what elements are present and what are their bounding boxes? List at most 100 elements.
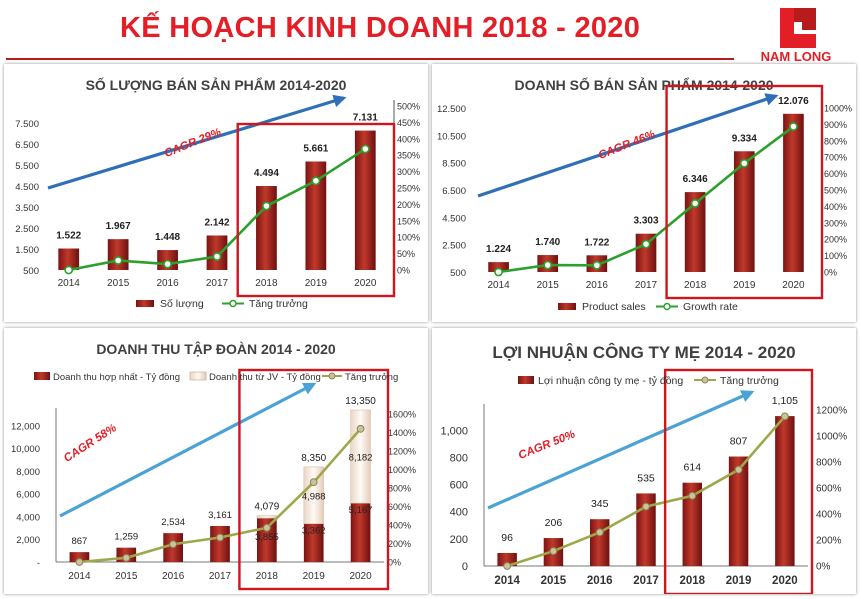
cagr-annotation: CAGR 58% bbox=[62, 422, 119, 465]
left-tick-label: 8.500 bbox=[442, 159, 466, 170]
bar bbox=[684, 192, 706, 272]
growth-point bbox=[122, 553, 131, 562]
legend-line-marker bbox=[328, 372, 336, 380]
left-tick-label: 1,000 bbox=[440, 425, 468, 437]
left-tick-label: 6.500 bbox=[15, 140, 39, 151]
growth-point bbox=[311, 176, 321, 186]
value-label: 9.334 bbox=[732, 133, 757, 144]
growth-point bbox=[169, 540, 178, 549]
growth-point bbox=[163, 259, 172, 269]
right-tick-label: 200% bbox=[397, 200, 420, 210]
growth-point bbox=[595, 528, 604, 537]
jv-value-label: 8,182 bbox=[349, 453, 373, 464]
right-tick-label: 900% bbox=[824, 120, 847, 130]
right-tick-label: 1200% bbox=[816, 406, 847, 417]
value-label: 3,161 bbox=[208, 510, 232, 521]
cagr-annotation: CAGR 29% bbox=[163, 126, 223, 160]
left-tick-label: 2,000 bbox=[16, 535, 40, 546]
chart-group-revenue: DOANH THU TẬP ĐOÀN 2014 - 2020 - 2,000 4,00… bbox=[11, 340, 416, 591]
value-label: 1.967 bbox=[106, 221, 131, 232]
growth-point bbox=[64, 265, 74, 275]
year-label: 2014 bbox=[487, 280, 510, 291]
growth-point bbox=[642, 502, 650, 511]
year-label: 2014 bbox=[68, 571, 91, 582]
bar bbox=[303, 523, 324, 562]
bar bbox=[589, 519, 610, 566]
legend-bar-swatch bbox=[518, 376, 534, 384]
growth-point bbox=[113, 256, 123, 265]
legend-label: Growth rate bbox=[683, 301, 738, 313]
year-label: 2016 bbox=[156, 278, 179, 289]
right-tick-label: 250% bbox=[397, 184, 420, 194]
bar bbox=[256, 186, 277, 270]
left-tick-label: 8,000 bbox=[16, 467, 40, 478]
left-tick-label: 500 bbox=[23, 266, 39, 277]
bar bbox=[107, 239, 129, 270]
year-label: 2014 bbox=[58, 278, 81, 289]
legend-bar-swatch bbox=[558, 303, 576, 310]
value-label: 2,534 bbox=[161, 517, 185, 528]
growth-point bbox=[494, 267, 503, 277]
left-tick-label: 1.500 bbox=[15, 245, 39, 256]
cagr-annotation: CAGR 46% bbox=[597, 128, 657, 162]
year-label: 2016 bbox=[586, 280, 609, 291]
highlight-box bbox=[236, 122, 396, 298]
year-label: 2020 bbox=[354, 278, 377, 289]
chart-title: DOANH THU TẬP ĐOÀN 2014 - 2020 bbox=[96, 340, 336, 357]
bar bbox=[682, 482, 703, 566]
right-tick-label: 300% bbox=[824, 218, 847, 228]
year-label: 2019 bbox=[303, 571, 326, 582]
left-tick-label: 2.500 bbox=[442, 241, 466, 252]
value-label: 1,259 bbox=[114, 532, 138, 543]
highlight-box bbox=[238, 368, 390, 591]
chart-product-sales: DOANH SỐ BÁN SẢN PHẨM 2014-2020 500 2.500 4… bbox=[437, 76, 852, 313]
jv-bar bbox=[303, 466, 324, 525]
right-tick-label: 200% bbox=[816, 536, 842, 547]
left-tick-label: 6,000 bbox=[16, 490, 40, 501]
value-label: 1.740 bbox=[535, 237, 560, 248]
value-label: 5.661 bbox=[303, 143, 328, 154]
right-tick-label: 600% bbox=[824, 169, 847, 179]
legend-line-marker bbox=[229, 299, 237, 308]
left-tick-label: 4.500 bbox=[15, 182, 39, 193]
right-tick-label: 1000% bbox=[816, 432, 847, 443]
value-label: 1.448 bbox=[155, 232, 180, 243]
right-tick-label: 0% bbox=[816, 562, 831, 573]
value-label: 7.131 bbox=[353, 113, 378, 124]
value-label: 535 bbox=[637, 472, 655, 484]
right-tick-label: 50% bbox=[397, 249, 415, 259]
right-tick-label: 300% bbox=[397, 167, 420, 177]
growth-point bbox=[262, 201, 271, 211]
year-label: 2018 bbox=[684, 280, 707, 291]
value-label: 12.076 bbox=[778, 96, 809, 107]
year-label: 2017 bbox=[635, 280, 658, 291]
left-tick-label: 3.500 bbox=[15, 203, 39, 214]
value-label: 345 bbox=[591, 498, 609, 510]
right-tick-label: 200% bbox=[824, 235, 847, 245]
growth-point bbox=[688, 491, 697, 500]
legend-label: Product sales bbox=[582, 301, 646, 313]
right-tick-label: 1000% bbox=[824, 104, 852, 114]
right-tick-label: 400% bbox=[388, 521, 411, 531]
trend-arrow bbox=[59, 382, 317, 518]
growth-point bbox=[592, 260, 602, 270]
jv-bar bbox=[256, 515, 277, 519]
growth-point bbox=[216, 533, 224, 542]
value-label: 5,167 bbox=[349, 505, 373, 516]
bar bbox=[775, 416, 795, 566]
total-value-label: 13,350 bbox=[345, 396, 376, 407]
right-tick-label: 100% bbox=[824, 251, 847, 261]
bar bbox=[210, 526, 230, 562]
title-rule bbox=[6, 58, 734, 60]
growth-point bbox=[789, 122, 798, 131]
legend-label: Lợi nhuận công ty mẹ - tỷ đồng bbox=[538, 375, 683, 387]
year-label: 2019 bbox=[726, 575, 752, 587]
year-label: 2015 bbox=[541, 575, 567, 587]
growth-point bbox=[212, 252, 222, 261]
bar bbox=[728, 456, 749, 566]
right-tick-label: 700% bbox=[824, 153, 847, 163]
year-label: 2014 bbox=[494, 575, 520, 587]
growth-point bbox=[503, 562, 512, 570]
legend-line-marker bbox=[663, 302, 671, 311]
bar bbox=[497, 552, 517, 566]
